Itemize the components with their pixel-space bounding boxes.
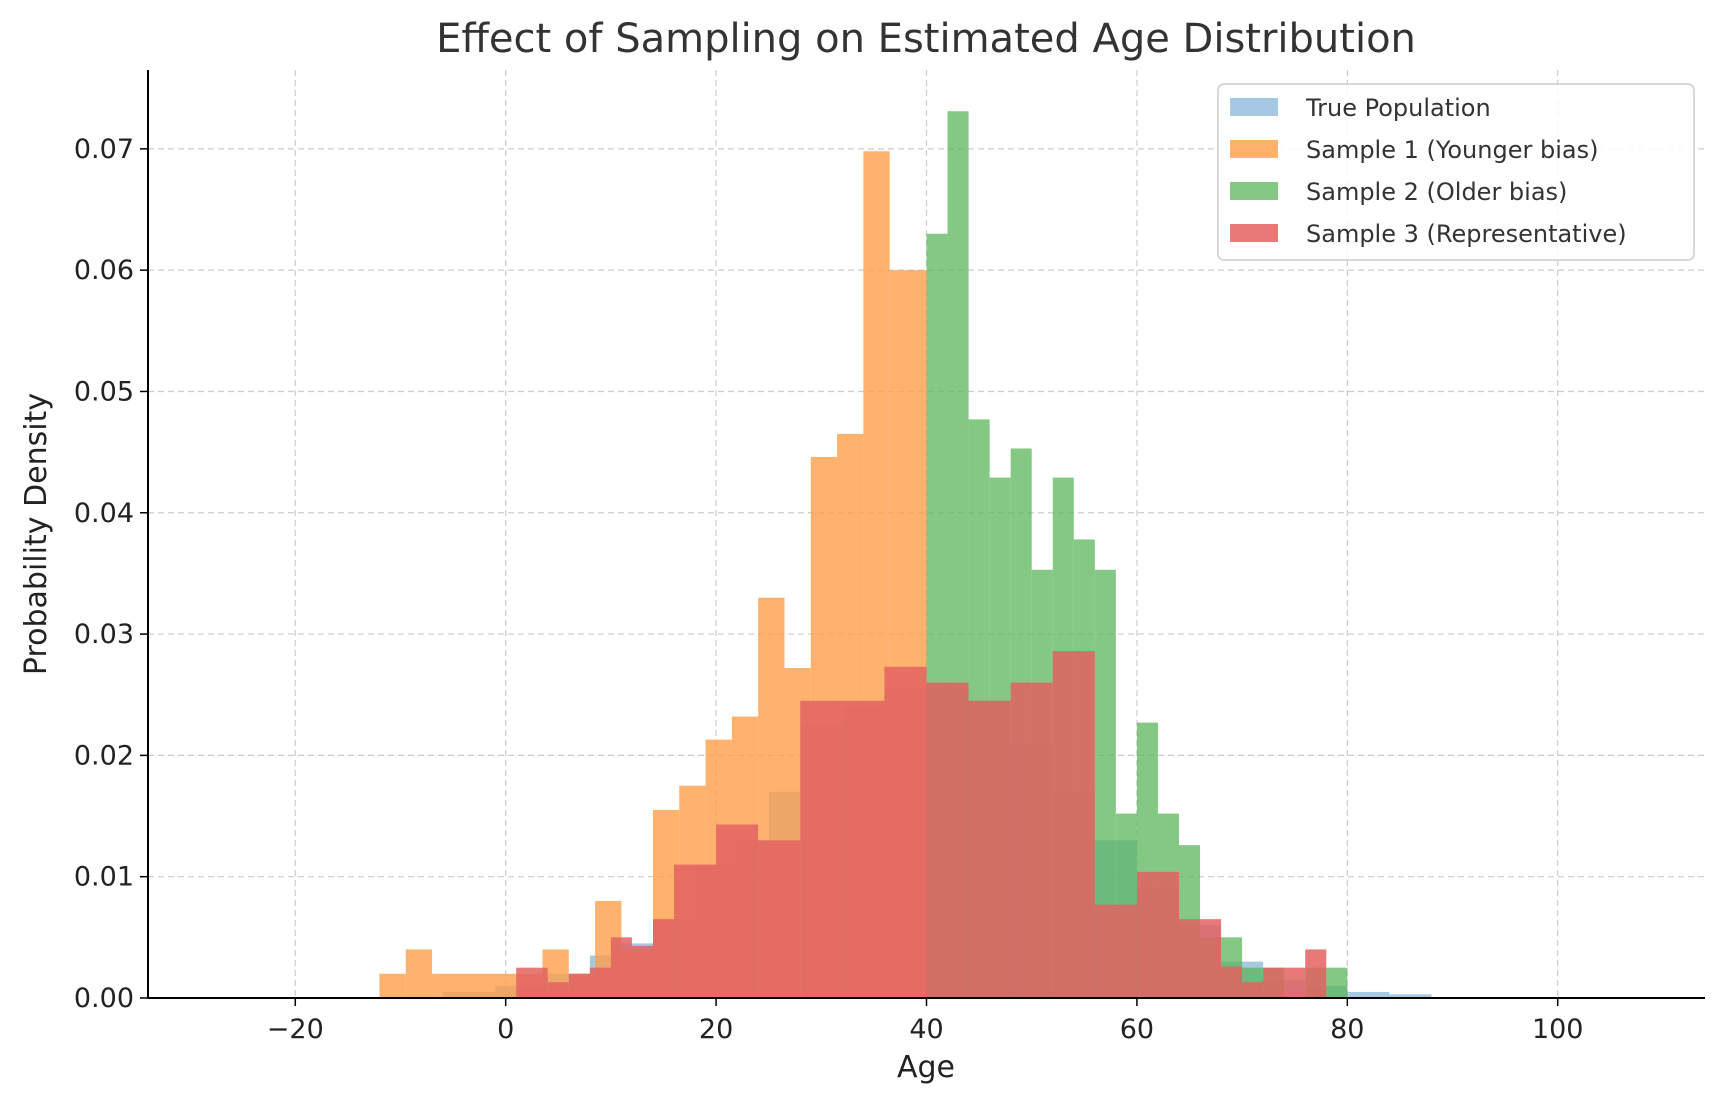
chart-title: Effect of Sampling on Estimated Age Dist… xyxy=(436,16,1416,62)
histogram-bar xyxy=(1347,991,1390,998)
y-tick-label: 0.07 xyxy=(74,134,134,165)
y-tick-label: 0.01 xyxy=(74,862,134,893)
histogram-bar xyxy=(758,840,801,998)
histogram-bar xyxy=(1242,982,1264,998)
series-4-bars xyxy=(516,651,1327,998)
legend-swatch-sample-1 xyxy=(1230,140,1278,158)
legend-frame xyxy=(1217,83,1695,261)
bars xyxy=(379,111,1432,999)
histogram-bar xyxy=(379,973,406,998)
histogram-bar xyxy=(884,666,927,998)
x-tick-label: 100 xyxy=(1532,1014,1584,1045)
y-ticks: 0.00 0.01 0.02 0.03 0.04 0.05 0.06 0.07 xyxy=(74,134,148,1014)
histogram-bar xyxy=(926,682,969,998)
x-tick-label: 20 xyxy=(699,1014,733,1045)
histogram-bar xyxy=(1263,967,1306,998)
histogram-bar xyxy=(568,973,590,998)
histogram-bar xyxy=(631,945,653,998)
y-tick-label: 0.04 xyxy=(74,498,134,529)
histogram-bar xyxy=(516,967,548,998)
x-tick-label: 40 xyxy=(909,1014,943,1045)
x-tick-label: 60 xyxy=(1120,1014,1154,1045)
histogram-bar xyxy=(1010,682,1053,998)
histogram-bar xyxy=(1136,871,1179,998)
legend-label-true-population: True Population xyxy=(1305,94,1491,122)
y-tick-label: 0.02 xyxy=(74,740,134,771)
histogram-bar xyxy=(842,700,885,998)
grid xyxy=(148,70,1705,999)
histogram-bar xyxy=(716,824,759,998)
histogram-bar xyxy=(915,270,927,998)
x-axis-label: Age xyxy=(897,1050,955,1085)
histogram-bar xyxy=(674,864,717,998)
histogram-bar xyxy=(1052,651,1095,998)
histogram-bar xyxy=(1178,919,1222,998)
histogram-bar xyxy=(652,919,675,998)
y-tick-label: 0.06 xyxy=(74,255,134,286)
x-tick-label: −20 xyxy=(267,1014,324,1045)
legend-swatch-sample-2 xyxy=(1230,182,1278,200)
y-axis-label: Probability Density xyxy=(19,393,54,675)
legend: True Population Sample 1 (Younger bias) … xyxy=(1217,83,1695,261)
histogram-bar xyxy=(1221,966,1243,998)
x-ticks: −20 0 20 40 60 80 100 xyxy=(267,998,1584,1045)
legend-swatch-true-population xyxy=(1230,98,1278,116)
y-tick-label: 0.00 xyxy=(74,983,134,1014)
x-tick-label: 0 xyxy=(497,1014,514,1045)
y-tick-label: 0.03 xyxy=(74,619,134,650)
legend-label-sample-1: Sample 1 (Younger bias) xyxy=(1306,136,1598,164)
histogram-bar xyxy=(800,700,843,998)
histogram-bar xyxy=(1094,904,1137,998)
histogram-bar xyxy=(1094,569,1116,998)
y-tick-label: 0.05 xyxy=(74,376,134,407)
histogram-bar xyxy=(1326,967,1348,998)
histogram-bar xyxy=(589,967,611,998)
histogram-bar xyxy=(968,700,1011,998)
histogram-bar xyxy=(610,937,632,998)
legend-swatch-sample-3 xyxy=(1230,224,1278,242)
histogram-bar xyxy=(405,949,433,998)
x-tick-label: 80 xyxy=(1330,1014,1364,1045)
histogram-bar xyxy=(1305,949,1327,998)
histogram-bar xyxy=(547,982,569,998)
legend-label-sample-3: Sample 3 (Representative) xyxy=(1306,220,1627,248)
legend-label-sample-2: Sample 2 (Older bias) xyxy=(1306,178,1567,206)
histogram-bar xyxy=(1389,994,1432,998)
